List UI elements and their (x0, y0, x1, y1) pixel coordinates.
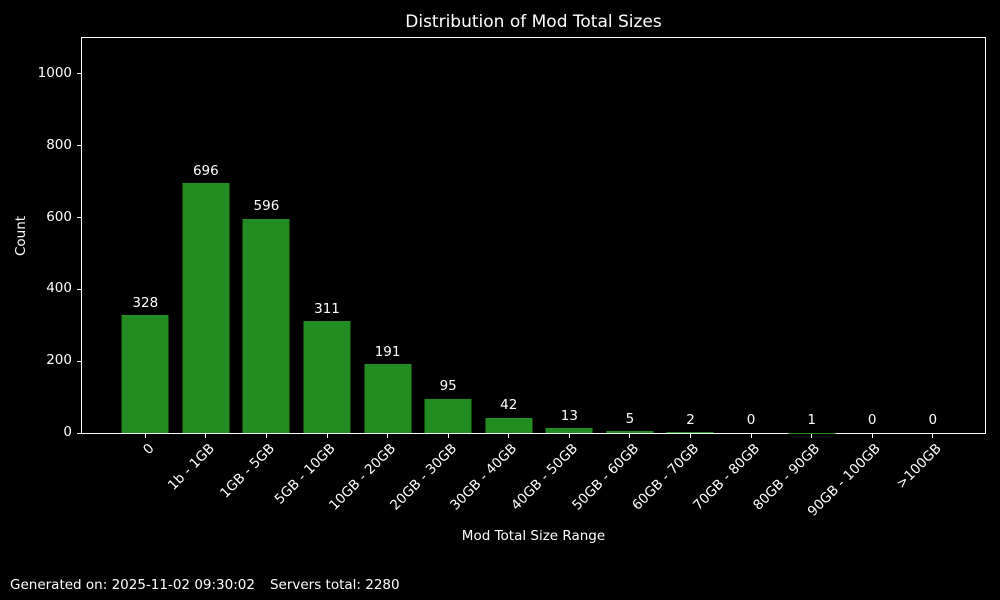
bar-value-label: 328 (132, 294, 159, 311)
bar-slot: 42 (478, 38, 539, 433)
y-tick-label: 400 (46, 280, 72, 297)
bar-slot: 0 (721, 38, 782, 433)
bar-value-label: 2 (686, 411, 695, 428)
bar (485, 417, 533, 433)
chart-title: Distribution of Mod Total Sizes (405, 12, 662, 32)
bar (121, 315, 169, 433)
x-tick-mark (144, 434, 146, 438)
footer: Generated on: 2025-11-02 09:30:02 Servers… (10, 577, 400, 593)
bar-slot: 2 (660, 38, 721, 433)
bar-value-label: 95 (439, 378, 457, 395)
bar-value-label: 0 (928, 412, 938, 429)
bar (242, 218, 290, 433)
y-tick-label: 600 (46, 208, 72, 225)
bar-value-label: 696 (192, 162, 219, 179)
y-tick-mark (77, 145, 81, 147)
x-axis-label: Mod Total Size Range (461, 528, 606, 544)
bar-slot: 5 (600, 38, 661, 433)
x-tick-label: 0 (139, 440, 158, 458)
bar-slot: 95 (418, 38, 479, 433)
bar-value-label: 13 (560, 407, 578, 424)
x-tick-label: 1b - 1GB (164, 440, 218, 494)
x-tick-mark (326, 434, 328, 438)
bars-container: 328 696 596 311 191 95 42 13 5 2 0 1 0 0 (82, 38, 985, 433)
x-tick-mark (750, 434, 752, 438)
y-tick-label: 800 (46, 136, 72, 153)
footer-generated-text: Generated on: 2025-11-02 09:30:02 (10, 577, 255, 593)
bar (424, 398, 472, 433)
bar-slot: 696 (176, 38, 237, 433)
bar-slot: 596 (236, 38, 297, 433)
x-tick-mark (689, 434, 691, 438)
bar-slot: 191 (357, 38, 418, 433)
x-tick-label: 5GB - 10GB (271, 440, 339, 508)
bar-slot: 311 (297, 38, 358, 433)
x-tick-mark (265, 434, 267, 438)
plot-area: 328 696 596 311 191 95 42 13 5 2 0 1 0 0 (81, 37, 986, 434)
bar-value-label: 5 (625, 410, 635, 427)
bar (666, 432, 714, 433)
bar-value-label: 311 (314, 300, 340, 317)
y-tick-mark (77, 288, 81, 290)
x-tick-mark (932, 434, 934, 438)
x-tick-mark (568, 434, 570, 438)
x-tick-mark (871, 434, 873, 438)
bar (182, 183, 230, 433)
bar (303, 321, 351, 433)
bar-value-label: 191 (374, 343, 401, 360)
x-tick-mark (447, 434, 449, 438)
x-tick-mark (387, 434, 389, 438)
y-tick-mark (77, 73, 81, 75)
bar-slot: 13 (539, 38, 600, 433)
y-tick-mark (77, 217, 81, 219)
bar (364, 364, 412, 433)
y-tick-mark (77, 360, 81, 362)
footer-servers-total-text: Servers total: 2280 (269, 577, 400, 593)
x-tick-mark (205, 434, 207, 438)
x-tick-mark (508, 434, 510, 438)
y-tick-label: 200 (46, 352, 72, 369)
bar-slot: 328 (115, 38, 176, 433)
y-tick-mark (77, 432, 81, 434)
bar (606, 431, 654, 433)
x-tick-label: 1GB - 5GB (217, 440, 279, 502)
bar-value-label: 0 (867, 412, 877, 429)
bar (545, 428, 593, 433)
bar-value-label: 1 (807, 412, 816, 429)
bar-value-label: 42 (500, 397, 518, 414)
bar-slot: 0 (842, 38, 903, 433)
y-tick-label: 0 (63, 424, 72, 440)
bar-slot: 1 (781, 38, 842, 433)
x-tick-label: >100GB (893, 440, 945, 493)
bar-value-label: 0 (746, 412, 756, 429)
x-tick-mark (629, 434, 631, 438)
x-tick-mark (811, 434, 813, 438)
y-tick-label: 1000 (37, 64, 72, 81)
bar-slot: 0 (903, 38, 964, 433)
bar-value-label: 596 (253, 198, 280, 215)
